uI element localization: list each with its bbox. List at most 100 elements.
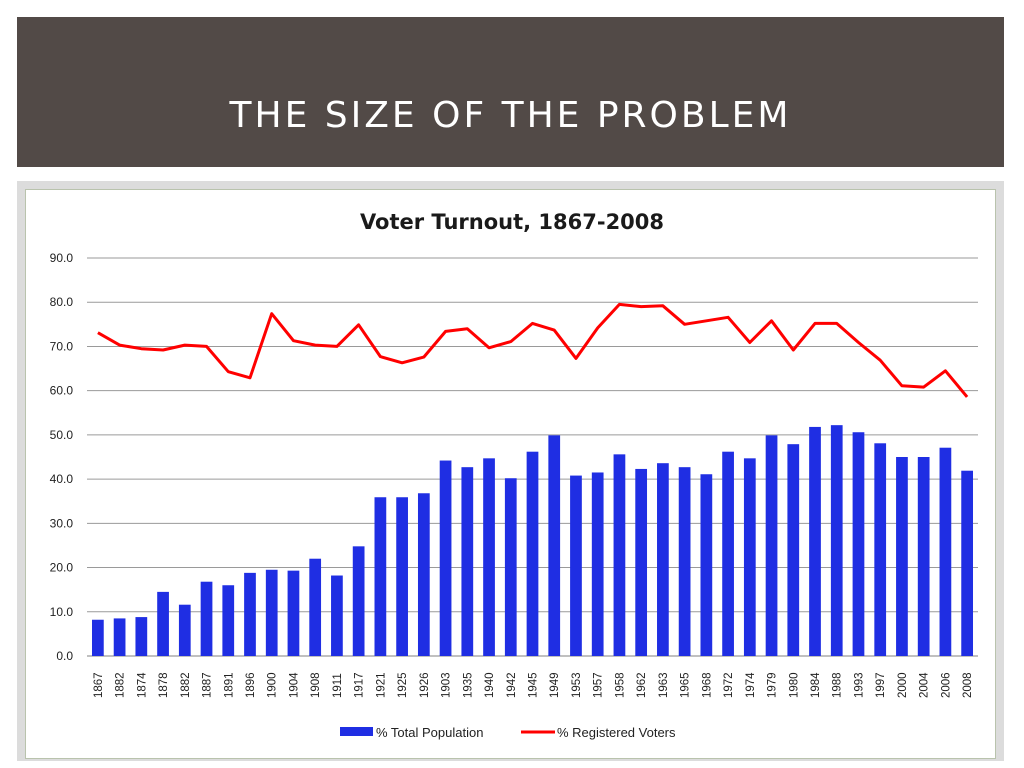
x-tick-label: 1965 [680,672,692,698]
bar [765,435,778,656]
x-tick-label: 1979 [767,672,779,698]
bar [461,467,474,656]
bar [613,454,626,656]
line-series [97,302,969,398]
bar [896,457,908,656]
x-tick-label: 1984 [810,672,822,698]
x-tick-label: 1878 [158,672,170,698]
x-tick-label: 1974 [745,672,757,698]
bar [222,585,235,656]
x-tick-label: 1917 [354,672,366,698]
bar [526,451,539,656]
bar [743,458,756,656]
bar [178,604,191,656]
x-tick-label: 2000 [897,672,909,698]
x-tick-label: 1980 [788,672,800,698]
y-tick-label: 50.0 [50,428,74,442]
x-tick-label: 1968 [701,672,713,698]
slide-title: THE SIZE OF THE PROBLEM [229,95,792,136]
bar [961,470,974,656]
y-tick-label: 10.0 [50,605,74,619]
x-tick-label: 1940 [484,672,496,698]
x-tick-label: 2006 [940,672,952,698]
x-tick-label: 1957 [593,672,605,698]
x-tick-label: 1896 [245,672,257,698]
y-tick-label: 90.0 [50,251,74,265]
bar [352,546,365,656]
bar [809,426,821,656]
bar [722,451,734,656]
x-tick-label: 1942 [506,672,518,698]
bar [135,617,148,656]
bar [91,619,104,656]
bar [244,572,256,656]
bar [200,581,213,656]
x-tick-label: 1904 [288,672,300,698]
bar [548,435,561,656]
registered-voters-line [97,302,969,398]
x-tick-label: 1891 [223,672,235,698]
chart-title: Voter Turnout, 1867-2008 [360,210,664,234]
x-tick-label: 2008 [962,672,974,698]
bar [309,558,322,656]
legend-label-registered: % Registered Voters [557,725,676,740]
bar [157,591,169,656]
x-tick-label: 1882 [115,672,127,698]
bar [700,474,713,656]
bar [852,432,865,656]
bar-series [91,425,974,656]
x-tick-label: 1993 [853,672,865,698]
bar [917,457,930,656]
x-tick-label: 1921 [375,672,387,698]
legend-swatch-population [340,727,373,736]
bar [874,443,887,656]
x-tick-label: 1945 [528,672,540,698]
x-tick-label: 1963 [658,672,670,698]
x-tick-label: 1911 [332,673,344,698]
bar [678,467,691,656]
bar [939,447,952,656]
bar [591,472,604,656]
y-tick-label: 40.0 [50,472,74,486]
bar [830,425,843,656]
bar [657,463,669,656]
x-tick-label: 1882 [180,672,192,698]
title-banner: THE SIZE OF THE PROBLEM [17,17,1004,167]
x-tick-label: 1887 [202,672,214,698]
y-tick-label: 30.0 [50,516,74,530]
bar [113,618,126,656]
bar [396,497,408,656]
x-tick-label: 1926 [419,672,431,698]
x-tick-label: 2004 [919,672,931,698]
x-tick-label: 1953 [571,672,583,698]
legend: % Total Population % Registered Voters [340,725,676,740]
y-tick-label: 60.0 [50,384,74,398]
bar [417,493,430,656]
bar [439,460,452,656]
bar [635,468,648,656]
bar [483,458,495,656]
x-tick-label: 1962 [636,672,648,698]
x-tick-label: 1867 [93,672,105,698]
bar [287,570,300,656]
x-tick-label: 1958 [614,672,626,698]
bar [265,569,278,656]
y-tick-label: 70.0 [50,339,74,353]
x-tick-label: 1903 [441,672,453,698]
bar [331,575,343,656]
bar [374,497,387,656]
bar [570,475,582,656]
bar [504,478,517,656]
x-axis: 1867 1882 1874 1878 1882 1887 1891 1896 1900 1904… [93,672,974,698]
x-tick-label: 1949 [549,672,561,698]
x-tick-label: 1988 [832,672,844,698]
y-axis: 0.0 10.0 20.0 30.0 40.0 50.0 60.0 70.0 80.0 90.0 [50,251,74,663]
y-tick-label: 20.0 [50,561,74,575]
x-tick-label: 1874 [136,672,148,698]
y-tick-label: 0.0 [56,649,73,663]
x-tick-label: 1908 [310,672,322,698]
legend-label-population: % Total Population [376,725,483,740]
x-tick-label: 1997 [875,672,887,698]
x-tick-label: 1900 [267,672,279,698]
